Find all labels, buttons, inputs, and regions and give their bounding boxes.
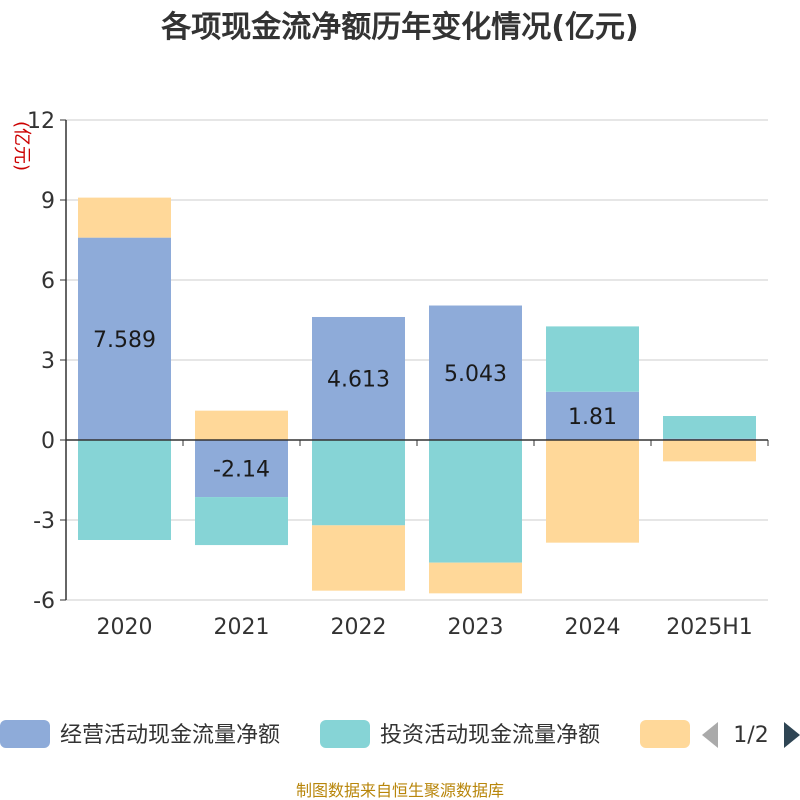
data-label: 5.043	[444, 362, 507, 387]
data-label: 4.613	[327, 367, 390, 392]
data-label: 1.81	[568, 405, 617, 430]
pager-next-icon[interactable]	[784, 722, 800, 748]
legend-label: 经营活动现金流量净额	[60, 723, 280, 748]
bar	[312, 316, 405, 440]
x-tick-label: 2021	[214, 615, 270, 640]
bar	[78, 237, 171, 440]
x-tick-label: 2020	[97, 615, 153, 640]
bar	[429, 562, 522, 594]
legend-swatch	[640, 720, 690, 748]
legend-swatch	[0, 720, 50, 748]
y-axis-unit: (亿元)	[11, 121, 32, 171]
bar	[546, 326, 639, 392]
x-tick-label: 2024	[565, 615, 621, 640]
bar	[663, 416, 756, 439]
legend: 经营活动现金流量净额 投资活动现金流量净额 1/2	[0, 720, 800, 748]
y-tick-label: -3	[33, 509, 55, 534]
pager-label: 1/2	[733, 723, 768, 748]
legend-swatch	[320, 720, 370, 748]
source-note: 制图数据来自恒生聚源数据库	[296, 781, 504, 800]
y-tick-label: 9	[41, 189, 55, 214]
axes: 12 9 6 3 0 -3 -6 2020 2021 2022 2023 2024 2025H1	[27, 109, 769, 640]
bar	[195, 440, 288, 498]
y-tick-label: 0	[41, 429, 55, 454]
y-tick-label: 6	[41, 269, 55, 294]
legend-label: 投资活动现金流量净额	[380, 723, 600, 748]
y-tick-label: 12	[27, 109, 55, 134]
bar	[663, 440, 756, 462]
x-tick-label: 2023	[448, 615, 504, 640]
x-tick-label: 2025H1	[666, 615, 753, 640]
bars	[78, 197, 756, 594]
bar	[429, 440, 522, 563]
y-tick-label: 3	[41, 349, 55, 374]
bar	[312, 440, 405, 526]
y-tick-label: -6	[33, 589, 55, 614]
pager-prev-icon[interactable]	[702, 722, 718, 748]
data-label: 7.589	[93, 328, 156, 353]
bar	[546, 391, 639, 440]
grid-lines	[66, 119, 768, 601]
bar	[78, 197, 171, 238]
bar	[546, 440, 639, 543]
x-tick-label: 2022	[331, 615, 387, 640]
bar	[195, 497, 288, 546]
data-labels: 7.589 -2.14 4.613 5.043 1.81	[93, 328, 617, 483]
bar	[312, 525, 405, 591]
chart-title: 各项现金流净额历年变化情况(亿元)	[160, 10, 638, 45]
bar	[429, 305, 522, 440]
bar	[78, 440, 171, 540]
data-label: -2.14	[213, 458, 270, 483]
bar	[195, 410, 288, 440]
